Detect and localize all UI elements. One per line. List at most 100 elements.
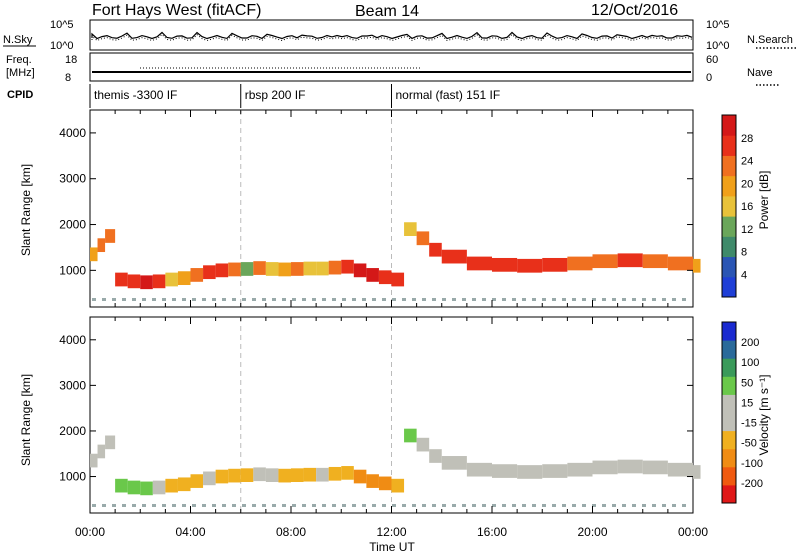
ground-speckle [472,298,476,301]
ground-speckle [562,298,566,301]
ground-speckle [572,298,576,301]
data-cell [228,262,241,277]
ground-speckle [272,504,276,507]
ground-speckle [122,298,126,301]
data-cell [429,449,442,463]
nsky-label: N.Sky [3,34,33,46]
ground-speckle [582,298,586,301]
data-cell [492,464,518,478]
cpid-segment-label: rbsp 200 IF [245,88,306,102]
ground-speckle [642,298,646,301]
colorbar-swatch [722,376,736,395]
nave-tick-high: 60 [706,54,718,66]
ground-speckle [102,298,106,301]
data-cell [642,460,668,475]
freq-panel-frame [89,52,694,82]
ground-speckle [302,298,306,301]
ground-speckle [432,298,436,301]
ground-speckle [452,504,456,507]
ground-speckle [482,298,486,301]
colorbar-swatch [722,195,736,217]
station-title: Fort Hays West (fitACF) [92,2,262,19]
colorbar-swatch [722,135,736,156]
y-tick-label: 4000 [59,333,86,347]
data-cell [353,469,367,484]
data-cell [466,256,492,271]
power-colorbar: 4 8 12 16 20 24 28 [721,114,753,298]
ground-speckle [112,504,116,507]
data-cell [353,263,367,278]
colorbar-swatch [722,216,736,237]
freq-label: Freq. [6,54,32,66]
ground-speckle [652,504,656,507]
noise-tick-high-left: 10^5 [50,19,74,31]
ground-speckle [252,298,256,301]
data-cell [165,478,178,493]
ground-speckle [512,504,516,507]
colorbar-tick-label: 16 [741,201,753,213]
ground-speckle [242,504,246,507]
y-tick-label: 2000 [59,218,86,232]
data-cell [328,260,342,275]
data-cell [127,480,141,495]
data-cell [416,231,430,246]
y-tick-label: 3000 [59,378,86,392]
colorbar-tick-label: 20 [741,178,753,190]
data-cell [190,268,204,282]
ground-speckle [592,298,596,301]
colorbar-tick-label: -200 [741,478,763,490]
data-cell [215,469,229,484]
data-cell [592,254,618,269]
velocity-data [90,317,701,513]
colorbar-swatch [722,412,736,432]
ground-speckle [672,298,676,301]
velocity-ylabel: Slant Range [km] [19,374,33,466]
ground-speckle [362,298,366,301]
ground-speckle [142,504,146,507]
ground-speckle [132,298,136,301]
ground-speckle [532,504,536,507]
power-panel: 1000 2000 3000 4000 Slant Range [km] 4 8 12 16… [19,109,771,308]
ground-speckle [402,298,406,301]
data-cell [215,263,229,278]
colorbar-tick-label: 8 [741,247,747,259]
ground-speckle [342,504,346,507]
x-tick-label: 16:00 [477,525,507,539]
colorbar-swatch [722,276,736,298]
colorbar-swatch [722,115,736,136]
data-cell [617,459,643,474]
ground-speckle [652,298,656,301]
ground-speckle [332,298,336,301]
ground-speckle [112,298,116,301]
ground-speckle [402,504,406,507]
data-cell [90,247,98,262]
ground-speckle [582,504,586,507]
cpid-label: CPID [7,89,33,101]
ground-speckle [92,298,96,301]
ground-speckle [422,504,426,507]
ground-speckle [442,504,446,507]
data-cell [140,275,153,290]
nsearch-label: N.Search [747,34,793,46]
data-cell [115,478,128,493]
ground-speckle [302,504,306,507]
data-cell [177,271,191,286]
velocity-y-axis: 1000 2000 3000 4000 [59,333,693,484]
ground-speckle [152,298,156,301]
power-y-axis: 1000 2000 3000 4000 [59,126,693,277]
data-cell [366,474,379,488]
data-cell [165,272,178,287]
velocity-panel: 1000 2000 3000 4000 Slant Range [km] -200 -1… [19,316,771,514]
freq-panel: Freq. [MHz] 18 8 60 0 Nave [6,52,780,86]
ground-speckle [312,298,316,301]
x-tick-labels: 00:00 04:00 08:00 12:00 16:00 20:00 00:00 [75,525,708,539]
data-cell [667,462,693,477]
ground-speckle [662,298,666,301]
ground-speckle [282,504,286,507]
ground-speckle [372,504,376,507]
ground-speckle [552,298,556,301]
ground-speckle [392,298,396,301]
power-data [90,110,701,307]
data-cell [693,465,701,479]
x-tick-label: 20:00 [577,525,607,539]
